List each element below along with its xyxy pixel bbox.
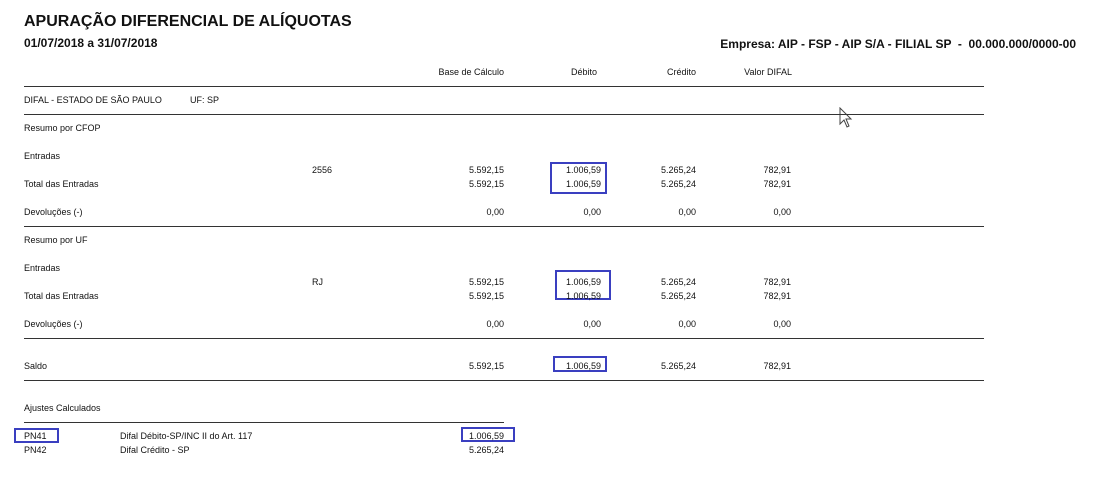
cell-value: 782,91 [763,361,791,371]
highlight-box [553,356,607,372]
section-uf: UF: SP [190,95,220,105]
cell-value: 0,00 [773,207,791,217]
rule [24,226,984,227]
cell-value: 782,91 [763,291,791,301]
mouse-cursor [839,107,853,128]
rule [24,380,984,381]
cell-value: 0,00 [486,319,504,329]
cell-value: 5.265,24 [660,179,696,189]
adjustment-code: PN42 [24,445,47,455]
company: Empresa: AIP - FSP - AIP S/A - FILIAL SP… [720,37,1076,51]
cell-value: 5.265,24 [660,277,696,287]
group-title: Resumo por CFOP [24,123,101,133]
adjustment-value: 5.265,24 [468,445,504,455]
adjustment-value: 1.006,59 [468,431,504,441]
cell-value: 782,91 [763,165,791,175]
row-label: Total das Entradas [24,291,99,301]
cell-value: 5.265,24 [660,291,696,301]
column-header: Valor DIFAL [744,67,792,77]
adjustment-description: Difal Crédito - SP [120,445,190,455]
cell-value: 5.592,15 [468,165,504,175]
rule [24,86,984,87]
cell-value: 1.006,59 [565,361,601,371]
cell-value: 5.592,15 [468,361,504,371]
cell-value: 1.006,59 [565,165,601,175]
row-label: RJ [312,277,323,287]
report-period: 01/07/2018 a 31/07/2018 [24,36,158,50]
cell-value: 0,00 [486,207,504,217]
report-title: APURAÇÃO DIFERENCIAL DE ALÍQUOTAS [24,13,352,30]
cell-value: 782,91 [763,277,791,287]
highlight-box [461,427,515,442]
rule [24,422,504,423]
cell-value: 1.006,59 [565,277,601,287]
cell-value: 5.265,24 [660,361,696,371]
cell-value: 0,00 [583,207,601,217]
adjustment-description: Difal Débito-SP/INC II do Art. 117 [120,431,253,441]
row-label: 2556 [312,165,333,175]
cell-value: 0,00 [678,207,696,217]
row-label: Saldo [24,361,48,371]
cell-value: 0,00 [773,319,791,329]
cell-value: 5.592,15 [468,277,504,287]
cell-value: 782,91 [763,179,791,189]
cell-value: 1.006,59 [565,179,601,189]
highlight-box [550,162,607,194]
column-header: Débito [570,67,597,77]
column-header: Base de Cálculo [438,67,504,77]
adjustment-code: PN41 [24,431,47,441]
group-title: Resumo por UF [24,235,88,245]
row-label: Total das Entradas [24,179,99,189]
group-subtitle: Entradas [24,151,61,161]
section-title: DIFAL - ESTADO DE SÃO PAULO [24,95,162,105]
highlight-box [14,428,59,443]
rule [24,338,984,339]
cell-value: 5.592,15 [468,179,504,189]
rule [24,114,984,115]
group-subtitle: Entradas [24,263,61,273]
column-header: Crédito [666,67,696,77]
row-label: Devoluções (-) [24,207,83,217]
cell-value: 5.592,15 [468,291,504,301]
highlight-box [555,270,611,300]
cell-value: 1.006,59 [565,291,601,301]
row-label: Devoluções (-) [24,319,83,329]
cell-value: 0,00 [583,319,601,329]
adjustments-title: Ajustes Calculados [24,403,101,413]
cell-value: 0,00 [678,319,696,329]
cell-value: 5.265,24 [660,165,696,175]
